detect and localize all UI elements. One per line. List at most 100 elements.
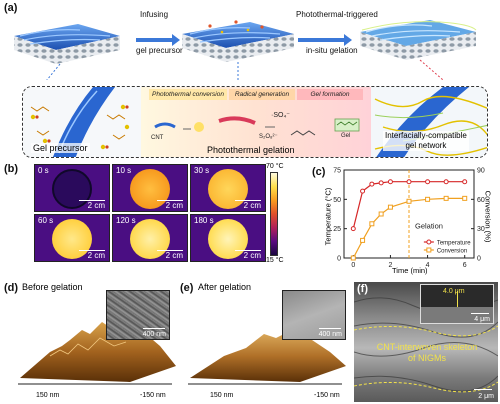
data-point-conversion bbox=[425, 196, 431, 202]
cnt-label: CNT bbox=[151, 135, 164, 141]
legend-marker bbox=[426, 247, 432, 253]
afm-axis-right: -150 nm bbox=[314, 392, 340, 399]
frame-scale: 2 cm bbox=[243, 201, 261, 210]
y2-tick-label: 90 bbox=[477, 168, 485, 175]
step-2-label: Radical generation bbox=[234, 91, 290, 98]
arrow2-text-2: in-situ gelation bbox=[306, 46, 358, 55]
data-point-temperature bbox=[406, 179, 412, 185]
frame-scale: 2 cm bbox=[165, 251, 183, 260]
legend-marker bbox=[426, 239, 432, 245]
step-1-label: Photothermal conversion bbox=[152, 91, 224, 98]
frame-time: 0 s bbox=[38, 166, 49, 175]
data-point-conversion bbox=[443, 195, 449, 201]
panel-d-label: (d) bbox=[4, 282, 19, 294]
gel-network-label: Interfacially-compatible gel network bbox=[383, 131, 469, 151]
y-tick-label: 50 bbox=[333, 197, 341, 204]
y-tick-label: 75 bbox=[333, 168, 341, 175]
sem-inset-scale: 400 nm bbox=[318, 331, 342, 338]
frame-time: 120 s bbox=[116, 216, 136, 225]
membrane-block-2 bbox=[182, 20, 294, 62]
step-radical-generation: Radical generation bbox=[229, 89, 295, 100]
tem-image: (f) 4.0 μm 4 μm CNT-interwoven skeleton … bbox=[354, 282, 498, 402]
data-point-temperature bbox=[378, 180, 384, 186]
y-tick-label: 0 bbox=[337, 256, 341, 263]
afm-surface-after bbox=[188, 330, 346, 385]
data-point-conversion bbox=[406, 198, 412, 204]
panel-d-title: Before gelation bbox=[22, 282, 83, 292]
tem-inset: 4.0 μm 4 μm bbox=[420, 284, 494, 324]
x-tick-label: 4 bbox=[426, 262, 430, 269]
frame-time: 10 s bbox=[116, 166, 132, 175]
light-icon bbox=[194, 122, 204, 132]
data-point-conversion bbox=[360, 237, 366, 243]
sem-inset-after: 400 nm bbox=[282, 290, 346, 340]
afm-axis-right: -150 nm bbox=[140, 392, 166, 399]
arrow1-text-1: Infusing bbox=[140, 10, 169, 19]
gel-label: Gel bbox=[341, 133, 351, 139]
gel-network-line-1: Interfacially-compatible bbox=[385, 131, 467, 140]
afm-axis-left: 150 nm bbox=[36, 392, 60, 399]
arrow-infusing bbox=[136, 34, 180, 46]
tem-caption-line-1: CNT-interwoven skeleton bbox=[376, 342, 478, 352]
legend-label: Conversion bbox=[437, 249, 467, 255]
step-photothermal-conversion: Photothermal conversion bbox=[149, 89, 227, 100]
temperature-colorbar bbox=[270, 172, 278, 256]
x-axis-title: Time (min) bbox=[392, 266, 428, 275]
legend-label: Temperature bbox=[437, 241, 471, 247]
y2-tick-label: 0 bbox=[477, 256, 481, 263]
frame-scale: 2 cm bbox=[165, 201, 183, 210]
membrane-block-3 bbox=[360, 20, 477, 60]
frame-scale: 2 cm bbox=[87, 201, 105, 210]
data-point-conversion bbox=[462, 195, 468, 201]
data-point-conversion bbox=[378, 211, 384, 217]
y2-tick-label: 30 bbox=[477, 226, 485, 233]
x-tick-label: 0 bbox=[351, 262, 355, 269]
sem-inset-before: 400 nm bbox=[106, 290, 170, 340]
tem-inset-scale: 4 μm bbox=[474, 316, 490, 323]
gel-network-line-2: gel network bbox=[405, 141, 447, 150]
panel-c-label: (c) bbox=[312, 166, 326, 178]
data-point-temperature bbox=[462, 179, 468, 185]
sem-inset-scale: 400 nm bbox=[142, 331, 166, 338]
frame-scale: 2 cm bbox=[87, 251, 105, 260]
tem-caption-line-2: of NIGMs bbox=[407, 353, 446, 363]
thermal-frame-10s: 10 s 2 cm bbox=[112, 164, 188, 212]
y-tick-label: 25 bbox=[333, 226, 341, 233]
frame-scale: 2 cm bbox=[243, 251, 261, 260]
arrow1-text-2: gel precursor bbox=[136, 46, 183, 55]
cnt-icon bbox=[154, 122, 176, 129]
data-point-temperature bbox=[350, 226, 356, 232]
data-point-conversion bbox=[350, 255, 356, 261]
arrow2-text-1: Photothermal-triggered bbox=[296, 10, 378, 19]
panel-a-label: (a) bbox=[4, 2, 18, 14]
thermal-frame-60s: 60 s 2 cm bbox=[34, 214, 110, 262]
arrow-photothermal bbox=[298, 34, 352, 46]
thermal-frame-120s: 120 s 2 cm bbox=[112, 214, 188, 262]
step-3-label: Gel formation bbox=[310, 91, 350, 98]
thermal-frame-30s: 30 s 2 cm bbox=[190, 164, 266, 212]
step-gel-formation: Gel formation bbox=[297, 89, 363, 100]
panel-e-title: After gelation bbox=[198, 282, 252, 292]
frame-time: 60 s bbox=[38, 216, 54, 225]
data-point-conversion bbox=[369, 221, 375, 227]
y2-tick-label: 60 bbox=[477, 197, 485, 204]
thermal-frame-0s: 0 s 2 cm bbox=[34, 164, 110, 212]
data-point-temperature bbox=[369, 181, 375, 187]
colorbar-min: 15 °C bbox=[266, 257, 284, 264]
frame-time: 180 s bbox=[194, 216, 214, 225]
sulfate-radical-label: ·SO₄⁻ bbox=[271, 112, 290, 119]
gel-precursor-label: Gel precursor bbox=[31, 143, 90, 153]
membrane-illustrations bbox=[14, 20, 477, 80]
panel-e-label: (e) bbox=[180, 282, 194, 294]
data-point-temperature bbox=[425, 179, 431, 185]
afm-axis-left: 150 nm bbox=[210, 392, 234, 399]
data-point-temperature bbox=[360, 188, 366, 194]
x-tick-label: 2 bbox=[388, 262, 392, 269]
mechanism-box: Photothermal conversion Radical generati… bbox=[22, 86, 488, 158]
data-point-temperature bbox=[387, 179, 393, 185]
heated-cnt-icon bbox=[218, 116, 256, 125]
thickness-label: 4.0 μm bbox=[443, 288, 465, 295]
frame-time: 30 s bbox=[194, 166, 210, 175]
panel-b-label: (b) bbox=[4, 163, 19, 175]
data-point-conversion bbox=[387, 204, 393, 210]
